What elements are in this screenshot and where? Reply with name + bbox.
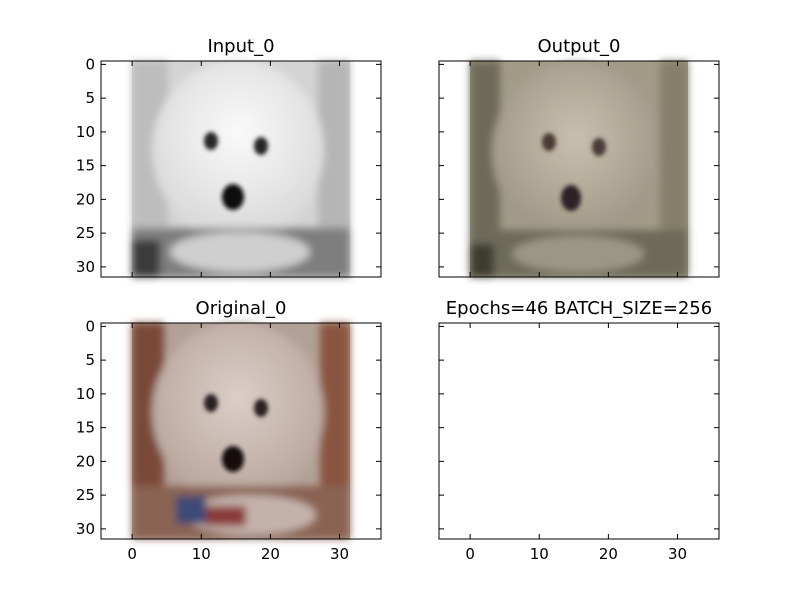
y-tick-label: 5 (85, 89, 95, 107)
y-axis-ticks (439, 63, 719, 268)
y-tick-label: 0 (85, 55, 95, 73)
x-axis-ticks (469, 61, 679, 277)
y-axis-ticks: 0 5 10 15 20 25 30 (76, 55, 381, 276)
panel-output: Output_0 (438, 36, 720, 278)
x-axis-ticks: 0 10 20 30 (465, 323, 687, 563)
x-tick-label: 10 (192, 545, 211, 563)
y-tick-label: 0 (85, 317, 95, 335)
y-tick-label: 20 (76, 190, 95, 208)
y-tick-label: 5 (85, 351, 95, 369)
y-tick-label: 25 (76, 224, 95, 242)
x-tick-label: 10 (530, 545, 549, 563)
x-tick-label: 0 (465, 545, 475, 563)
x-axis-ticks: 0 10 20 30 (127, 323, 349, 563)
y-tick-label: 30 (76, 258, 95, 276)
axes-frame (438, 322, 720, 540)
panel-title: Epochs=46 BATCH_SIZE=256 (446, 298, 712, 319)
y-tick-label: 15 (76, 419, 95, 437)
dog-image-reconstructed (470, 61, 688, 277)
x-tick-label: 20 (261, 545, 280, 563)
y-tick-label: 20 (76, 452, 95, 470)
axes-frame (100, 322, 382, 540)
panel-title: Input_0 (207, 36, 274, 57)
x-tick-label: 20 (599, 545, 618, 563)
y-axis-ticks (439, 325, 719, 530)
y-tick-label: 25 (76, 486, 95, 504)
panel-epochs: Epochs=46 BATCH_SIZE=256 0 10 20 30 (438, 298, 720, 563)
dog-image-original (132, 322, 350, 539)
axes-frame (100, 60, 382, 278)
dog-image-grayscale (132, 60, 350, 277)
panel-title: Original_0 (196, 298, 287, 319)
y-tick-label: 30 (76, 520, 95, 538)
panel-original: Original_0 0 5 10 15 20 25 30 0 10 20 30 (76, 298, 382, 563)
x-tick-label: 0 (127, 545, 137, 563)
panel-title: Output_0 (538, 36, 621, 57)
y-tick-label: 15 (76, 157, 95, 175)
y-tick-label: 10 (76, 385, 95, 403)
y-tick-label: 10 (76, 123, 95, 141)
panel-input: Input_0 0 5 10 15 20 25 30 (76, 36, 382, 278)
x-axis-ticks (131, 61, 341, 277)
axes-frame (438, 60, 720, 278)
x-tick-label: 30 (330, 545, 349, 563)
y-axis-ticks: 0 5 10 15 20 25 30 (76, 317, 381, 538)
x-tick-label: 30 (668, 545, 687, 563)
